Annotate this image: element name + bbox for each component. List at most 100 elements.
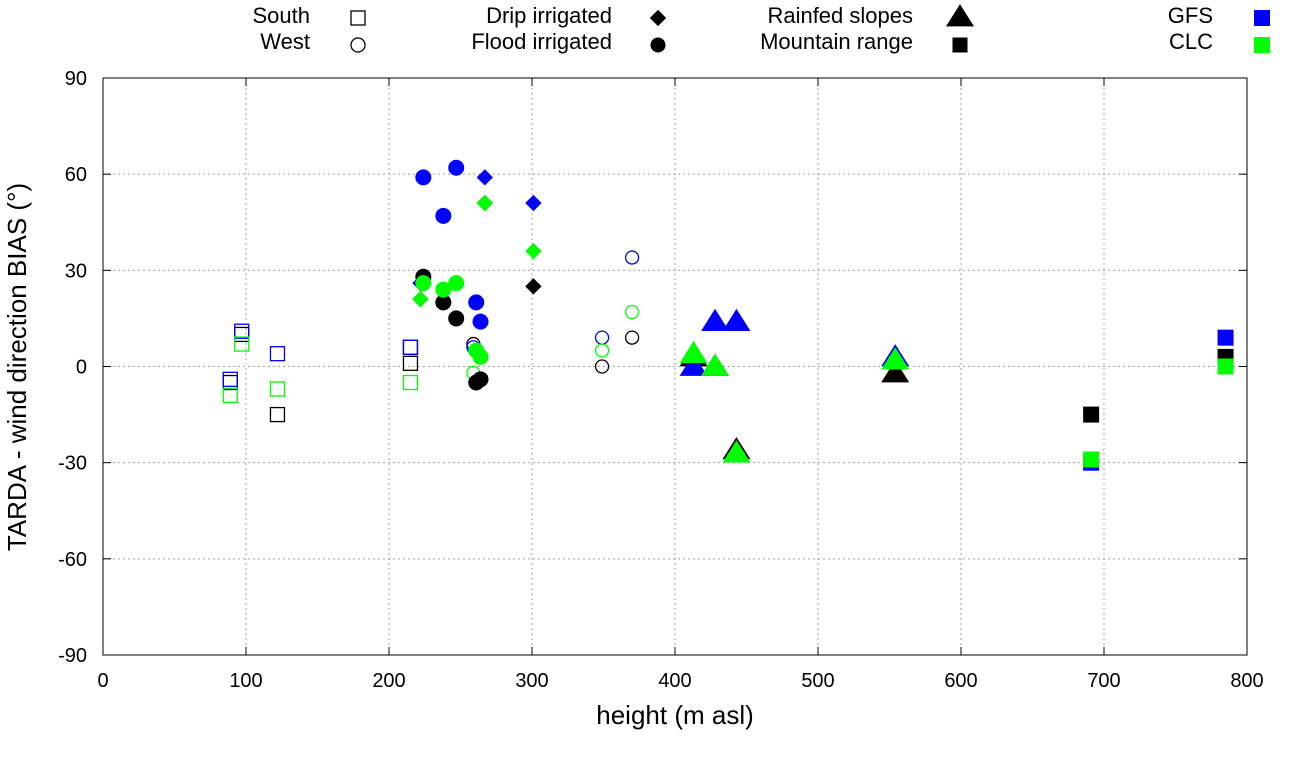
x-tick-label: 500 — [801, 670, 834, 692]
data-point — [1217, 329, 1234, 346]
series-drip-irrigated-gfs — [412, 169, 542, 292]
x-tick-label: 100 — [229, 670, 262, 692]
data-point — [269, 381, 286, 397]
data-point — [472, 313, 489, 330]
legend-label: CLC — [1169, 29, 1213, 54]
data-point — [415, 169, 432, 186]
data-point — [525, 194, 542, 212]
data-point — [448, 275, 465, 292]
legend-marker-square — [952, 37, 968, 53]
legend-marker-diamond — [649, 9, 667, 27]
legend-label: Drip irrigated — [486, 3, 612, 28]
legend-marker-circle — [650, 37, 666, 53]
data-point — [722, 308, 751, 332]
series-drip-irrigated-tarda — [412, 194, 542, 308]
legend-label: Mountain range — [760, 29, 913, 54]
series-south-gfs — [222, 323, 419, 387]
y-tick-label: 30 — [65, 260, 87, 282]
legend-label: West — [260, 29, 310, 54]
axis-ticks: 0 100 200 300 400 500 600 700 800 -90 -60 -30 0 30 60 9… — [58, 68, 1264, 692]
data-point — [881, 360, 910, 383]
data-point — [525, 242, 542, 260]
data-point — [269, 406, 286, 423]
data-point — [679, 353, 708, 376]
y-tick-label: 0 — [76, 357, 87, 379]
series-flood-irrigated-gfs — [415, 159, 489, 330]
legend-color-swatch — [1254, 37, 1270, 53]
y-tick-label: -90 — [58, 645, 87, 667]
data-point — [222, 374, 238, 391]
data-point — [594, 330, 610, 345]
data-point — [402, 374, 419, 391]
data-point — [412, 291, 429, 308]
data-point — [402, 355, 419, 371]
series-west-gfs — [466, 250, 640, 355]
x-tick-label: 400 — [658, 670, 691, 692]
series-south-tarda — [222, 326, 419, 423]
x-axis-label: height (m asl) — [596, 700, 754, 730]
data-point — [701, 353, 730, 376]
data-point — [881, 347, 910, 370]
data-point — [234, 323, 250, 339]
data-point — [402, 339, 419, 355]
y-axis-label: TARDA - wind direction BIAS (°) — [2, 183, 32, 551]
y-tick-label: -60 — [58, 549, 87, 571]
series-mountain-range-clc — [1083, 358, 1234, 468]
y-tick-label: 90 — [65, 68, 87, 90]
data-point — [594, 343, 610, 358]
x-tick-label: 0 — [97, 670, 108, 692]
data-point — [472, 348, 489, 365]
x-tick-label: 800 — [1230, 670, 1263, 692]
data-point — [472, 371, 489, 388]
data-point — [222, 371, 238, 387]
x-tick-label: 200 — [372, 670, 405, 692]
data-point — [701, 308, 730, 332]
legend-label: Rainfed slopes — [767, 3, 913, 28]
data-point — [476, 194, 493, 212]
legend-label: Flood irrigated — [471, 29, 612, 54]
series-mountain-range-gfs — [1083, 329, 1234, 471]
x-tick-label: 700 — [1087, 670, 1120, 692]
series-west-tarda — [466, 330, 640, 374]
data-point — [435, 281, 452, 298]
data-point — [624, 330, 640, 345]
x-tick-label: 600 — [944, 670, 977, 692]
data-point — [468, 294, 485, 311]
x-tick-label: 300 — [515, 670, 548, 692]
data-points — [222, 159, 1234, 471]
data-point — [234, 326, 250, 343]
data-point — [234, 336, 250, 352]
series-drip-irrigated-clc — [412, 194, 542, 308]
series-flood-irrigated-clc — [415, 275, 489, 365]
data-point — [594, 359, 610, 374]
legend-marker-square — [350, 10, 366, 26]
data-point — [624, 250, 640, 265]
data-point — [415, 275, 432, 292]
legend-label: South — [253, 3, 311, 28]
legend-marker-circle — [350, 37, 366, 53]
y-tick-label: 60 — [65, 164, 87, 186]
data-point — [448, 310, 465, 327]
grid — [103, 78, 1247, 655]
legend-marker-triangle — [946, 4, 974, 27]
data-point — [476, 169, 493, 186]
series-south-clc — [222, 336, 419, 404]
data-point — [624, 304, 640, 320]
series-west-clc — [466, 304, 640, 381]
data-point — [402, 339, 419, 355]
legend-label: GFS — [1168, 3, 1213, 28]
series-rainfed-slopes-clc — [679, 340, 910, 463]
data-point — [1217, 358, 1234, 375]
data-point — [222, 387, 238, 404]
data-point — [1083, 451, 1100, 468]
data-point — [269, 346, 286, 362]
data-point — [448, 159, 465, 176]
data-point — [525, 278, 542, 295]
series-mountain-range-tarda — [1083, 348, 1234, 423]
data-point — [435, 207, 452, 224]
data-point — [722, 440, 751, 463]
legend-color-swatch — [1254, 10, 1270, 26]
data-point — [1083, 406, 1100, 423]
